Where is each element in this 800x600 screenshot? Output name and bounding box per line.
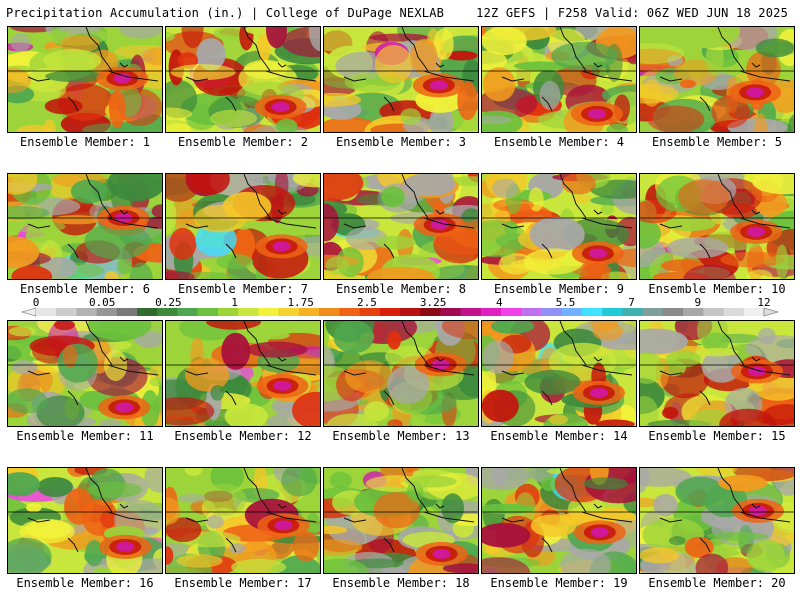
- colorbar-min-arrow: [20, 307, 37, 317]
- colorbar-swatch: [683, 308, 704, 316]
- ensemble-member-map: [7, 320, 163, 427]
- ensemble-member-label: Ensemble Member: 17: [174, 576, 312, 590]
- ensemble-member-label: Ensemble Member: 8: [335, 282, 467, 296]
- colorbar-swatch: [622, 308, 643, 316]
- colorbar-swatch: [137, 308, 158, 316]
- ensemble-member-map: [481, 26, 637, 133]
- colorbar-tick-label: 12: [757, 296, 770, 309]
- colorbar-tick-label: 0.25: [155, 296, 182, 309]
- colorbar-swatch: [602, 308, 623, 316]
- ensemble-member-map: [639, 173, 795, 280]
- ensemble-member-label: Ensemble Member: 2: [177, 135, 309, 149]
- colorbar-tick-label: 1.75: [287, 296, 314, 309]
- ensemble-member-label: Ensemble Member: 18: [332, 576, 470, 590]
- ensemble-member-label: Ensemble Member: 6: [19, 282, 151, 296]
- colorbar-tick-label: 3.25: [420, 296, 447, 309]
- colorbar-swatch: [76, 308, 97, 316]
- colorbar-swatch: [541, 308, 563, 316]
- ensemble-member-map: [165, 26, 321, 133]
- precip-colorbar: 0 0.05 0.25 1 1.75 2.5 3.25 4 5.5 7 9 12: [20, 296, 780, 317]
- ensemble-member-map: [323, 320, 479, 427]
- ensemble-member-map: [481, 173, 637, 280]
- ensemble-member-label: Ensemble Member: 5: [651, 135, 783, 149]
- colorbar-swatch: [662, 308, 684, 316]
- colorbar-swatch: [238, 308, 259, 316]
- colorbar-swatch: [501, 308, 522, 316]
- ensemble-member-label: Ensemble Member: 13: [332, 429, 470, 443]
- ensemble-member-map: [481, 320, 637, 427]
- ensemble-member-label: Ensemble Member: 4: [493, 135, 625, 149]
- ensemble-member-label: Ensemble Member: 16: [16, 576, 154, 590]
- ensemble-member-label: Ensemble Member: 9: [493, 282, 625, 296]
- colorbar-swatch: [703, 308, 724, 316]
- colorbar-swatch: [157, 308, 178, 316]
- colorbar-tick-label: 7: [628, 296, 635, 309]
- ensemble-member-label: Ensemble Member: 14: [490, 429, 628, 443]
- ensemble-member-label: Ensemble Member: 3: [335, 135, 467, 149]
- run-valid-info: 12Z GEFS | F258 Valid: 06Z WED JUN 18 20…: [476, 6, 788, 20]
- colorbar-tick-label: 0: [33, 296, 40, 309]
- ensemble-member-map: [165, 173, 321, 280]
- ensemble-member-map: [165, 320, 321, 427]
- colorbar-swatch: [339, 308, 360, 316]
- colorbar-tick-label: 0.05: [89, 296, 116, 309]
- colorbar-tick-label: 5.5: [556, 296, 576, 309]
- colorbar-swatch: [359, 308, 381, 316]
- ensemble-member-map: [639, 320, 795, 427]
- colorbar-swatch: [96, 308, 118, 316]
- colorbar-swatch: [723, 308, 745, 316]
- ensemble-member-map: [7, 173, 163, 280]
- ensemble-member-map: [639, 467, 795, 574]
- ensemble-member-label: Ensemble Member: 19: [490, 576, 628, 590]
- colorbar-swatch: [298, 308, 320, 316]
- map-title: Precipitation Accumulation (in.) | Colle…: [6, 6, 445, 20]
- ensemble-member-label: Ensemble Member: 7: [177, 282, 309, 296]
- colorbar-swatch: [400, 308, 421, 316]
- ensemble-member-map: [165, 467, 321, 574]
- colorbar-swatch: [460, 308, 482, 316]
- colorbar-swatch: [480, 308, 502, 316]
- colorbar-tick-label: 4: [496, 296, 503, 309]
- colorbar-tick-label: 2.5: [357, 296, 377, 309]
- colorbar-swatch: [582, 308, 603, 316]
- ensemble-member-label: Ensemble Member: 12: [174, 429, 312, 443]
- colorbar-swatch: [218, 308, 239, 316]
- colorbar-swatch: [36, 308, 57, 316]
- colorbar-tick-label: 1: [231, 296, 238, 309]
- colorbar-swatch: [177, 308, 199, 316]
- ensemble-member-label: Ensemble Member: 11: [16, 429, 154, 443]
- colorbar-max-arrow: [763, 307, 780, 317]
- ensemble-member-map: [639, 26, 795, 133]
- colorbar-swatch: [56, 308, 77, 316]
- colorbar-swatch: [379, 308, 401, 316]
- ensemble-member-map: [323, 173, 479, 280]
- colorbar-swatch: [258, 308, 279, 316]
- colorbar-swatch: [116, 308, 138, 316]
- colorbar-swatch: [642, 308, 664, 316]
- colorbar-swatch: [278, 308, 300, 316]
- colorbar-swatch: [743, 308, 765, 316]
- colorbar-swatch: [420, 308, 441, 316]
- ensemble-member-map: [7, 467, 163, 574]
- ensemble-member-map: [323, 467, 479, 574]
- colorbar-swatch: [197, 308, 219, 316]
- colorbar-swatch: [561, 308, 583, 316]
- colorbar-swatch: [319, 308, 340, 316]
- ensemble-member-label: Ensemble Member: 20: [648, 576, 786, 590]
- colorbar-swatch: [521, 308, 542, 316]
- ensemble-member-label: Ensemble Member: 15: [648, 429, 786, 443]
- colorbar-swatch: [440, 308, 461, 316]
- ensemble-member-map: [7, 26, 163, 133]
- ensemble-member-map: [481, 467, 637, 574]
- ensemble-member-label: Ensemble Member: 1: [19, 135, 151, 149]
- ensemble-member-label: Ensemble Member: 10: [648, 282, 786, 296]
- colorbar-tick-label: 9: [694, 296, 701, 309]
- ensemble-member-map: [323, 26, 479, 133]
